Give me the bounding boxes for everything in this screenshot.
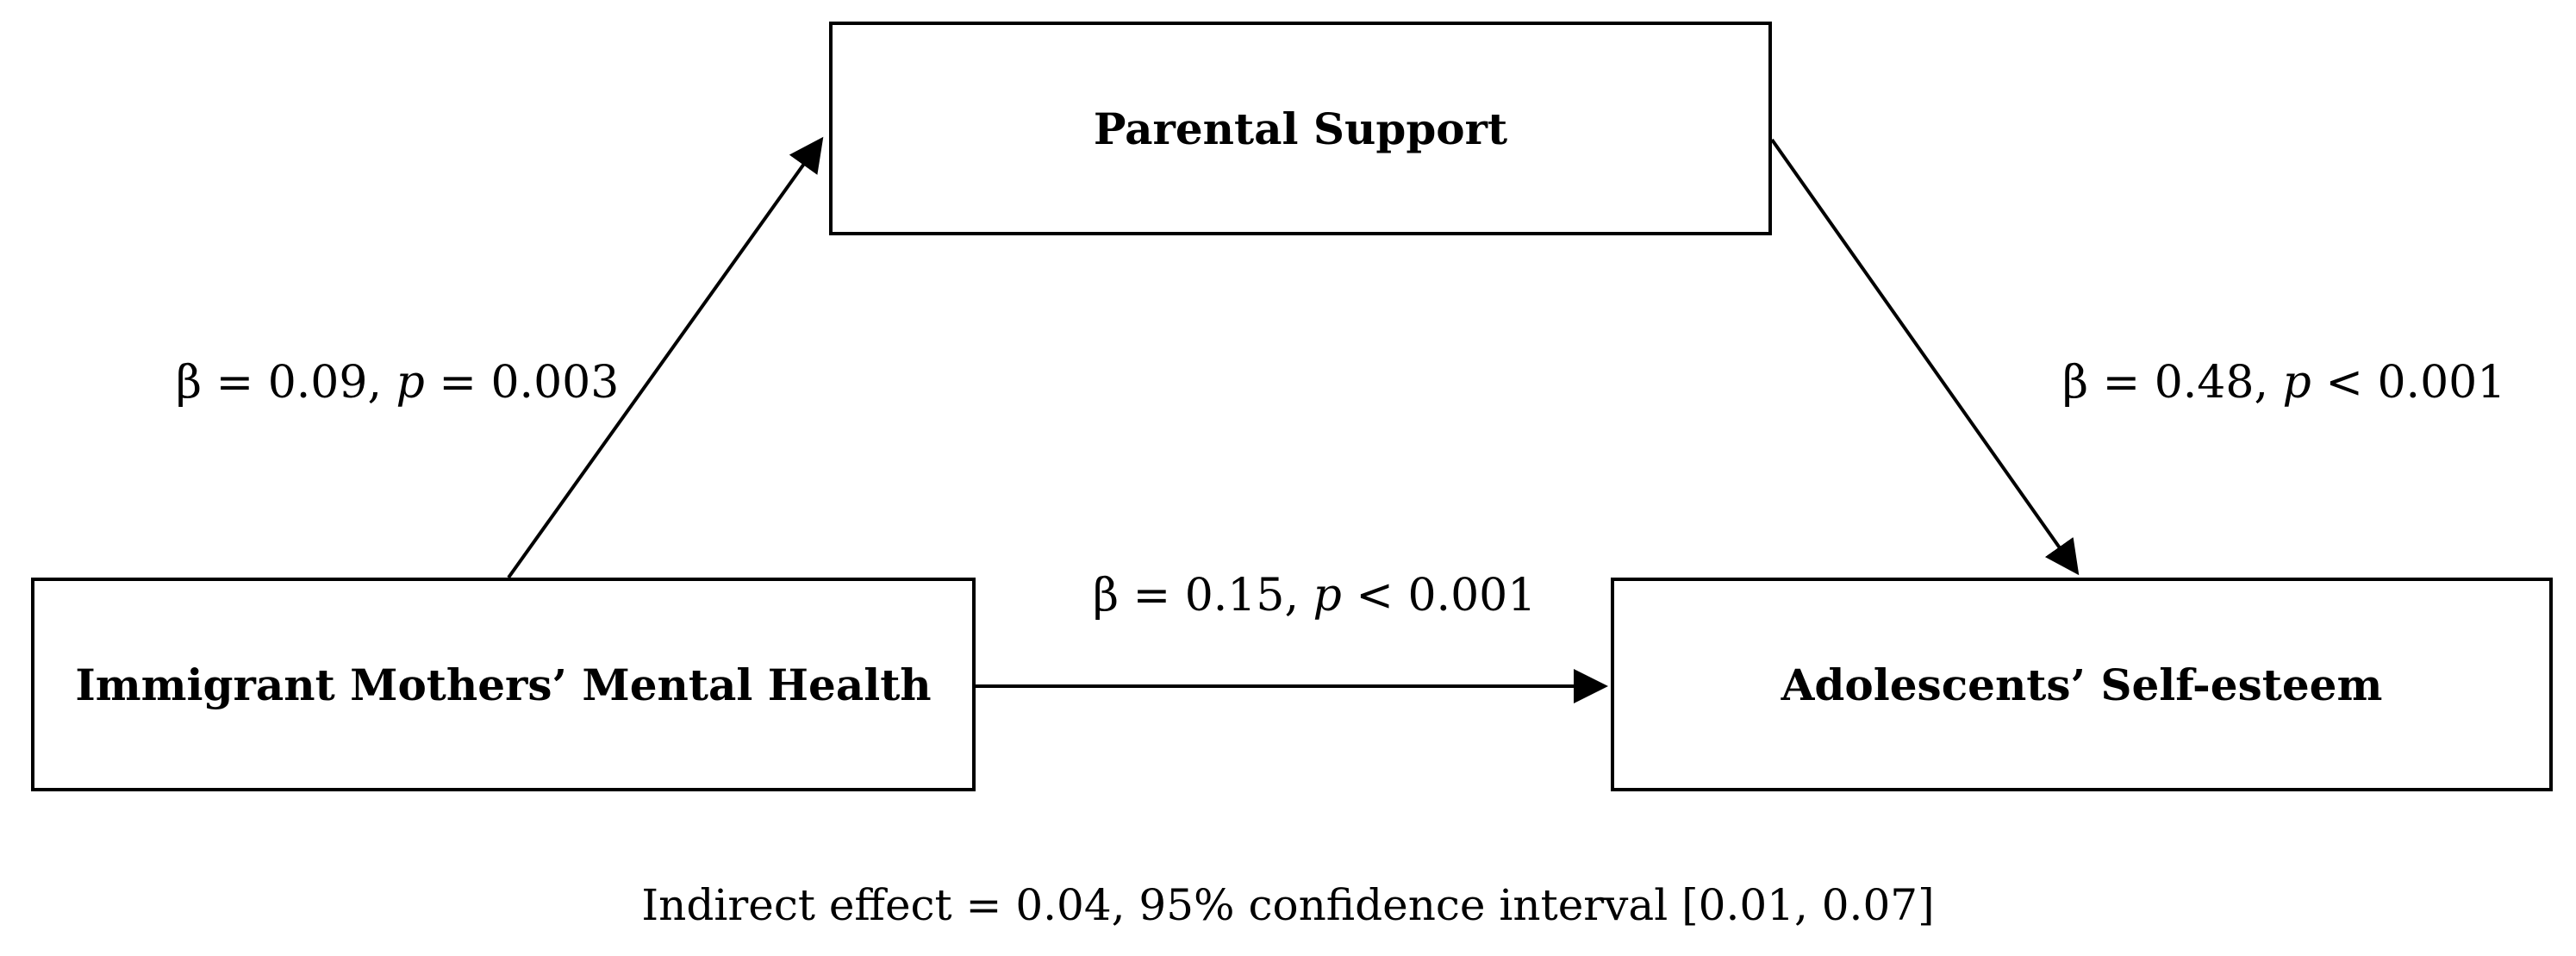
outcome-label: Adolescents’ Self-esteem xyxy=(1781,659,2383,710)
outcome-box: Adolescents’ Self-esteem xyxy=(1611,578,2553,791)
indirect-effect-note: Indirect effect = 0.04, 95% confidence i… xyxy=(641,880,1935,930)
predictor-box: Immigrant Mothers’ Mental Health xyxy=(31,578,976,791)
mediator-label: Parental Support xyxy=(1093,103,1508,154)
predictor-label: Immigrant Mothers’ Mental Health xyxy=(75,659,932,710)
path-a-p-value: = 0.003 xyxy=(424,357,620,409)
arrow-a-predictor-to-mediator xyxy=(507,136,824,579)
path-b-p-symbol: p xyxy=(2282,357,2311,409)
path-a-coefficient: β = 0.09, p = 0.003 xyxy=(176,360,619,405)
path-b-coefficient: β = 0.48, p < 0.001 xyxy=(2062,360,2505,405)
arrow-b-mediator-to-outcome xyxy=(1770,138,2080,576)
path-c-beta: β = 0.15, xyxy=(1093,570,1313,622)
path-a-p-symbol: p xyxy=(396,357,425,409)
path-b-beta: β = 0.48, xyxy=(2062,357,2283,409)
mediator-box: Parental Support xyxy=(829,22,1772,235)
path-c-p-symbol: p xyxy=(1313,570,1342,622)
path-a-beta: β = 0.09, xyxy=(176,357,396,409)
path-c-p-value: < 0.001 xyxy=(1341,570,1537,622)
path-c-coefficient: β = 0.15, p < 0.001 xyxy=(1093,573,1536,618)
path-b-p-value: < 0.001 xyxy=(2311,357,2506,409)
